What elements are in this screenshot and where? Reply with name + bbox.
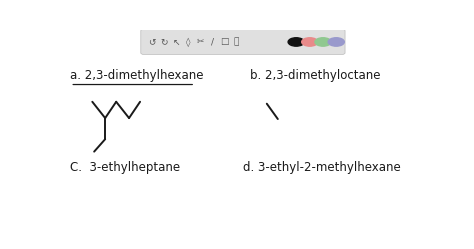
Text: d. 3-ethyl-2-methylhexane: d. 3-ethyl-2-methylhexane [243,161,401,175]
Text: b. 2,3-dimethyloctane: b. 2,3-dimethyloctane [250,69,381,82]
Text: ✂: ✂ [197,37,204,47]
Circle shape [301,38,318,46]
Text: □: □ [220,37,228,47]
FancyBboxPatch shape [141,29,345,55]
Text: ↺: ↺ [148,37,155,47]
Text: ↻: ↻ [160,37,168,47]
Text: 🖼: 🖼 [234,37,239,47]
Text: /: / [210,37,214,47]
Circle shape [288,38,304,46]
Text: ↖: ↖ [173,37,180,47]
Circle shape [328,38,344,46]
Text: ◊: ◊ [186,37,191,47]
Text: C.  3-ethylheptane: C. 3-ethylheptane [70,161,181,175]
Text: a. 2,3-dimethylhexane: a. 2,3-dimethylhexane [70,69,204,82]
Circle shape [315,38,331,46]
